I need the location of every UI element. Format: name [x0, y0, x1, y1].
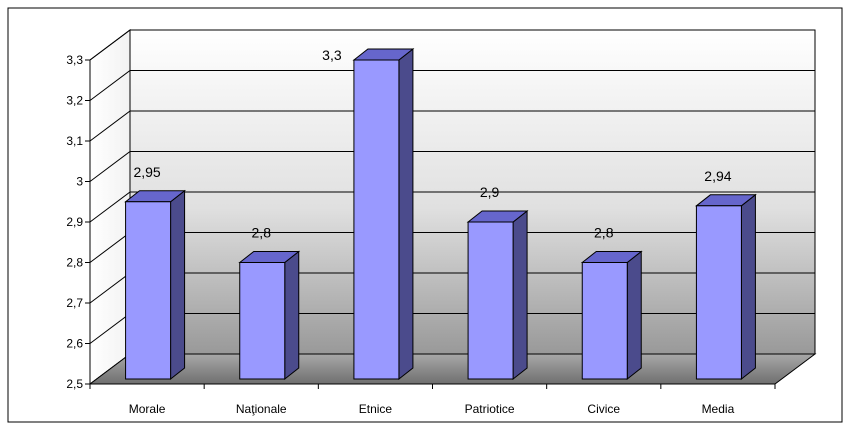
y-tick-label: 2,6: [66, 337, 83, 351]
bar-side: [398, 47, 414, 381]
data-label: 2,8: [252, 225, 272, 241]
bar: [353, 59, 400, 380]
y-tick-label: 2,5: [66, 377, 83, 391]
y-tick-label: 3,3: [66, 53, 83, 67]
data-label: 2,9: [480, 184, 500, 200]
y-tick-label: 3,2: [66, 94, 83, 108]
gridline-side: [89, 110, 131, 142]
data-label: 2,8: [594, 225, 614, 241]
bar: [581, 262, 628, 380]
gridline-side: [89, 232, 131, 263]
data-label: 2,95: [133, 164, 160, 180]
category-label: Naţionale: [236, 402, 287, 416]
category-label: Civice: [587, 402, 620, 416]
data-label: 3,3: [322, 47, 342, 63]
bar-side: [626, 250, 642, 381]
y-tick-label: 2,8: [66, 256, 83, 270]
category-label: Media: [702, 402, 735, 416]
y-tick-label: 3,1: [66, 134, 83, 148]
bar-side: [740, 193, 756, 381]
category-label: Patriotice: [465, 402, 515, 416]
bar-side: [170, 189, 186, 381]
y-tick-label: 2,9: [66, 215, 83, 229]
bar: [695, 205, 742, 380]
bar: [239, 262, 286, 380]
bar-side: [512, 209, 528, 381]
bar: [125, 201, 172, 380]
bar: [467, 221, 514, 380]
category-label: Etnice: [359, 402, 393, 416]
gridline-side: [89, 70, 131, 101]
category-label: Morale: [129, 402, 166, 416]
gridline-side: [89, 29, 131, 61]
y-tick-label: 3: [76, 175, 83, 189]
y-tick-label: 2,7: [66, 296, 83, 310]
gridline-side: [89, 272, 131, 304]
bar-side: [284, 250, 300, 381]
plot-area: 2,5 2,6 2,7 2,8 2,9 3 3,1 3,2 3,3 2,95 Morale 2,8 Na…: [66, 29, 817, 416]
gridline-side: [89, 313, 131, 344]
data-label: 2,94: [704, 168, 731, 184]
gridline-side: [89, 191, 131, 223]
gridline-side: [89, 151, 131, 182]
